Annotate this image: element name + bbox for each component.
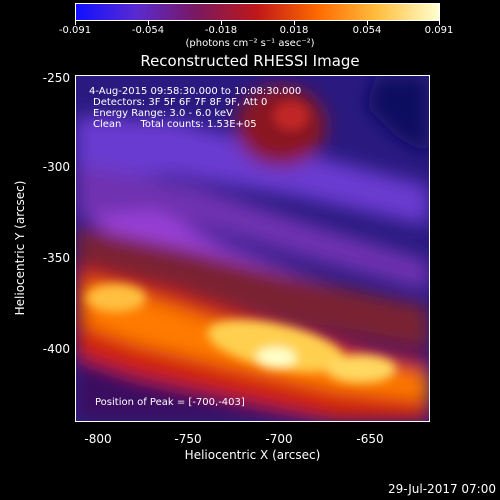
y-tick-label: -250 bbox=[42, 71, 70, 85]
plot-title: Reconstructed RHESSI Image bbox=[140, 52, 360, 70]
colorbar-tick bbox=[367, 21, 368, 25]
clean-counts-text: Clean Total counts: 1.53E+05 bbox=[93, 119, 257, 130]
colorbar-tick bbox=[439, 21, 440, 25]
y-tick-label: -350 bbox=[42, 251, 70, 265]
x-tick-label: -750 bbox=[174, 432, 202, 446]
x-axis-label: Heliocentric X (arcsec) bbox=[184, 448, 321, 462]
y-tick-label: -400 bbox=[42, 342, 70, 356]
colorbar-tick bbox=[294, 21, 295, 25]
colorbar-label: -0.054 bbox=[131, 25, 165, 36]
peak-position-text: Position of Peak = [-700,-403] bbox=[95, 397, 245, 408]
colorbar-strip bbox=[75, 3, 440, 21]
x-tick-label: -650 bbox=[356, 432, 384, 446]
colorbar-label: 0.091 bbox=[424, 25, 454, 36]
colorbar-label: 0.054 bbox=[352, 25, 382, 36]
energy-range-text: Energy Range: 3.0 - 6.0 keV bbox=[93, 108, 233, 119]
detectors-text: Detectors: 3F 5F 6F 7F 8F 9F, Att 0 bbox=[93, 97, 268, 108]
y-axis-label: Heliocentric Y (arcsec) bbox=[13, 180, 27, 316]
colorbar-label: -0.018 bbox=[204, 25, 238, 36]
x-tick-label: -800 bbox=[84, 432, 112, 446]
image-plot bbox=[75, 75, 430, 422]
colorbar-label: 0.018 bbox=[279, 25, 309, 36]
colorbar-tick bbox=[75, 21, 76, 25]
y-tick-label: -300 bbox=[42, 160, 70, 174]
colorbar-tick bbox=[148, 21, 149, 25]
colorbar-label: -0.091 bbox=[58, 25, 92, 36]
colorbar-unit: (photons cm⁻² s⁻¹ asec⁻²) bbox=[185, 38, 315, 49]
colorbar-tick bbox=[221, 21, 222, 25]
xray-image bbox=[76, 76, 429, 421]
datestamp: 29-Jul-2017 07:00 bbox=[387, 482, 496, 496]
x-tick-label: -700 bbox=[265, 432, 293, 446]
time-range-text: 4-Aug-2015 09:58:30.000 to 10:08:30.000 bbox=[89, 86, 302, 97]
